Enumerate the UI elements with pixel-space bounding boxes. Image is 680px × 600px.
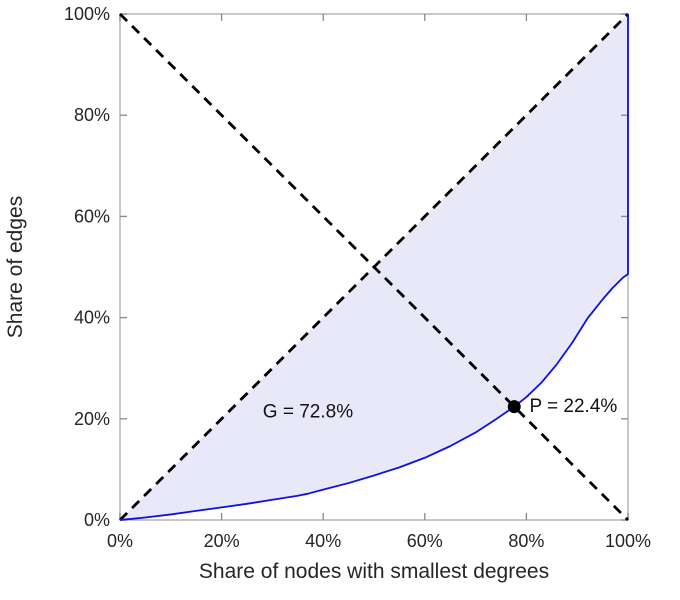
x-tick-label: 60% — [407, 531, 443, 551]
y-tick-label: 80% — [74, 105, 110, 125]
y-tick-label: 100% — [64, 4, 110, 24]
y-tick-label: 0% — [84, 510, 110, 530]
x-tick-label: 0% — [107, 531, 133, 551]
y-tick-label: 20% — [74, 409, 110, 429]
intersection-point — [507, 400, 521, 414]
x-tick-label: 20% — [204, 531, 240, 551]
x-tick-label: 40% — [305, 531, 341, 551]
p-annotation: P = 22.4% — [529, 396, 617, 417]
y-tick-label: 60% — [74, 206, 110, 226]
anti-diagonal-line — [119, 13, 629, 521]
x-axis-label: Share of nodes with smallest degrees — [198, 560, 550, 583]
x-tick-label: 100% — [605, 531, 651, 551]
x-tick-label: 80% — [508, 531, 544, 551]
lorenz-curve-line — [119, 14, 629, 521]
gini-annotation: G = 72.8% — [263, 402, 353, 423]
y-axis-label: Share of edges — [4, 195, 27, 339]
y-tick-label: 40% — [74, 308, 110, 328]
